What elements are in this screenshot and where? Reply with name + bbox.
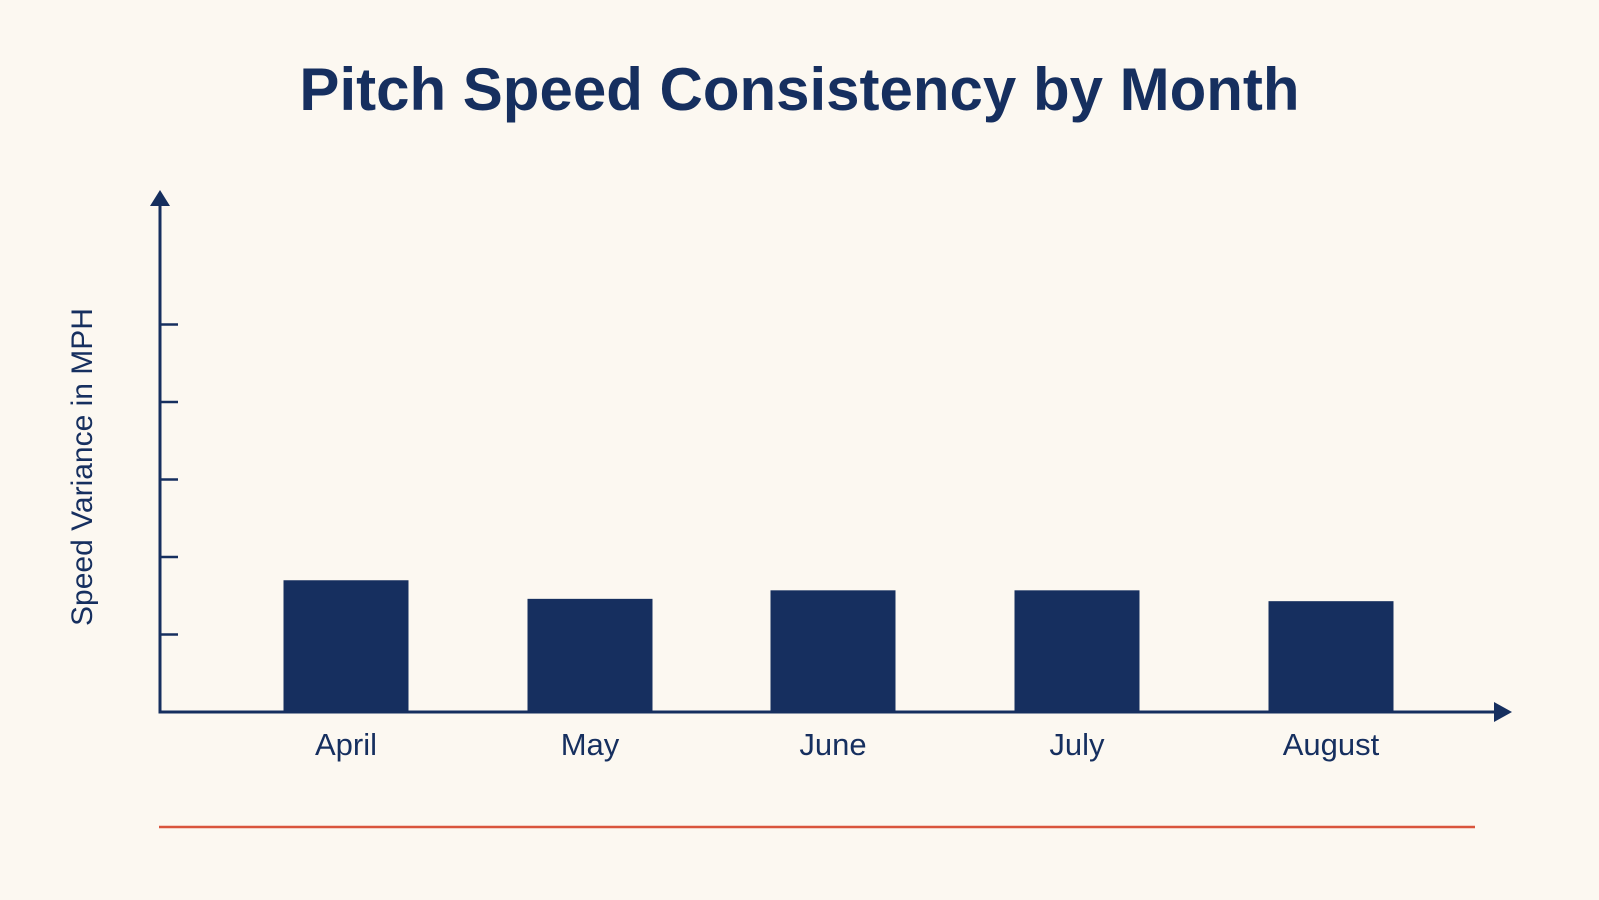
bar-july: [1014, 590, 1140, 712]
bar-may: [527, 598, 653, 712]
x-tick-label-august: August: [1283, 727, 1380, 762]
x-axis-arrow: [1494, 702, 1512, 722]
chart-title: Pitch Speed Consistency by Month: [299, 56, 1300, 123]
x-tick-label-july: July: [1049, 727, 1105, 762]
axes-layer: [150, 190, 1512, 722]
y-axis-arrow: [150, 190, 170, 206]
bars-layer: [283, 580, 1394, 712]
bar-august: [1268, 601, 1394, 712]
x-tick-labels: April May June July August: [315, 727, 1380, 762]
bar-june: [770, 590, 896, 712]
x-tick-label-may: May: [561, 727, 620, 762]
y-ticks: [160, 323, 178, 636]
x-tick-label-june: June: [799, 727, 866, 762]
y-axis-title: Speed Variance in MPH: [66, 308, 99, 626]
x-tick-label-april: April: [315, 727, 377, 762]
bar-april: [283, 580, 409, 712]
